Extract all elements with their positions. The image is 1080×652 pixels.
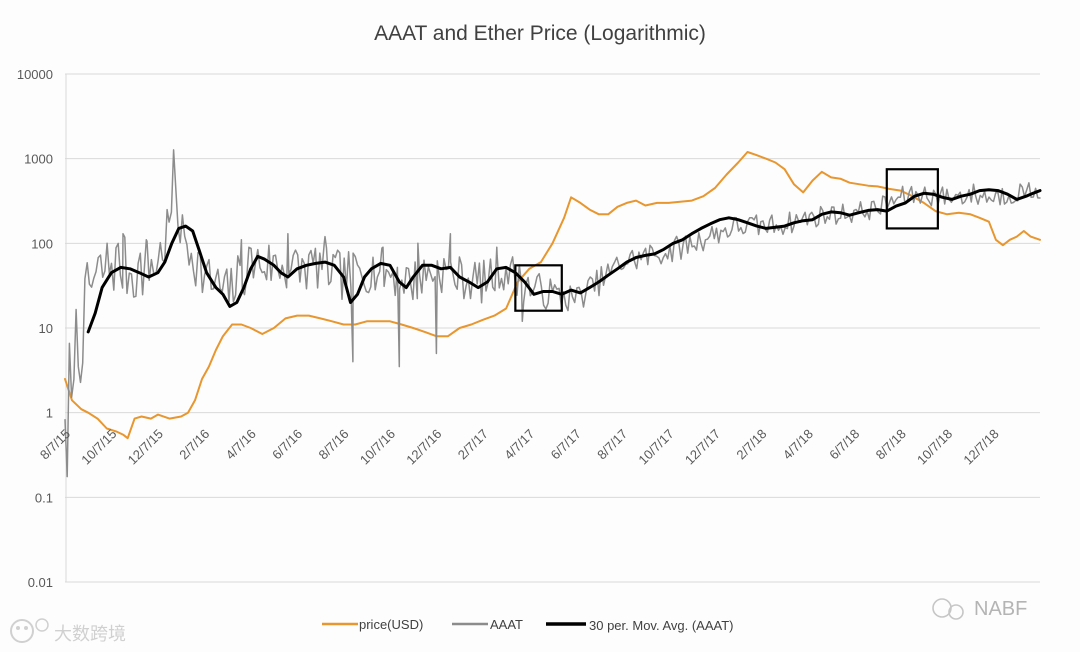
watermark-left: 大数跨境 (10, 618, 126, 645)
watermark-logo-dot-icon (16, 626, 20, 630)
watermark-left-text: 大数跨境 (54, 624, 126, 645)
legend-label-aaat: AAAT (490, 617, 523, 632)
legend-label-moving-average: 30 per. Mov. Avg. (AAAT) (589, 618, 734, 633)
y-tick-label: 10000 (17, 67, 53, 82)
series-lines (64, 149, 1042, 478)
annotation-box (885, 168, 939, 230)
watermark-logo-dot-icon (24, 626, 28, 630)
watermark-right: NABF (932, 598, 1027, 620)
annotation-boxes (514, 168, 939, 312)
legend-label-price: price(USD) (359, 617, 423, 632)
series-line-aaat (64, 149, 1041, 478)
y-tick-label: 1000 (24, 152, 53, 167)
y-tick-label: 0.01 (28, 575, 53, 590)
y-tick-label: 10 (39, 321, 53, 336)
watermark-logo-icon (10, 619, 34, 643)
watermark-right-text: NABF (974, 598, 1027, 620)
watermark-bubble-icon (35, 618, 49, 632)
y-axis-tick-labels: 10000 1000 100 10 1 0.1 0.01 (17, 67, 53, 590)
series-line-price (64, 151, 1041, 440)
wechat-logo-small-icon (948, 604, 964, 620)
series-line-moving-average (86, 188, 1042, 334)
legend: price(USD) AAAT 30 per. Mov. Avg. (AAAT) (322, 617, 734, 633)
y-tick-label: 100 (31, 236, 53, 251)
y-tick-label: 1 (46, 406, 53, 421)
chart-title: AAAT and Ether Price (Logarithmic) (374, 22, 706, 45)
annotation-box (514, 264, 563, 312)
y-tick-label: 0.1 (35, 490, 53, 505)
